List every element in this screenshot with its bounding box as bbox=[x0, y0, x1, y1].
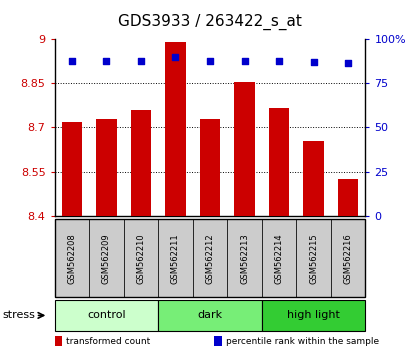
Text: GDS3933 / 263422_s_at: GDS3933 / 263422_s_at bbox=[118, 14, 302, 30]
Text: GSM562216: GSM562216 bbox=[344, 233, 353, 284]
Text: GSM562212: GSM562212 bbox=[205, 233, 215, 284]
Bar bbox=[338, 179, 359, 216]
Text: control: control bbox=[87, 310, 126, 320]
Bar bbox=[234, 82, 255, 216]
Bar bbox=[200, 119, 221, 216]
Text: GSM562215: GSM562215 bbox=[309, 233, 318, 284]
Point bbox=[138, 58, 144, 64]
Point bbox=[345, 60, 352, 66]
Bar bbox=[269, 108, 289, 216]
Text: stress: stress bbox=[2, 310, 35, 320]
Point bbox=[103, 58, 110, 64]
Text: GSM562210: GSM562210 bbox=[136, 233, 145, 284]
Text: GSM562214: GSM562214 bbox=[275, 233, 284, 284]
Point bbox=[172, 54, 179, 59]
Point bbox=[241, 58, 248, 64]
Text: GSM562208: GSM562208 bbox=[67, 233, 76, 284]
Text: percentile rank within the sample: percentile rank within the sample bbox=[226, 337, 379, 346]
Bar bbox=[165, 42, 186, 216]
Bar bbox=[131, 110, 151, 216]
Point bbox=[68, 58, 75, 64]
Bar bbox=[96, 119, 117, 216]
Text: high light: high light bbox=[287, 310, 340, 320]
Text: dark: dark bbox=[197, 310, 223, 320]
Text: GSM562209: GSM562209 bbox=[102, 233, 111, 284]
Point bbox=[207, 58, 213, 64]
Text: GSM562213: GSM562213 bbox=[240, 233, 249, 284]
Text: GSM562211: GSM562211 bbox=[171, 233, 180, 284]
Point bbox=[276, 58, 282, 64]
Bar bbox=[303, 141, 324, 216]
Text: transformed count: transformed count bbox=[66, 337, 151, 346]
Bar bbox=[61, 121, 82, 216]
Point bbox=[310, 59, 317, 65]
